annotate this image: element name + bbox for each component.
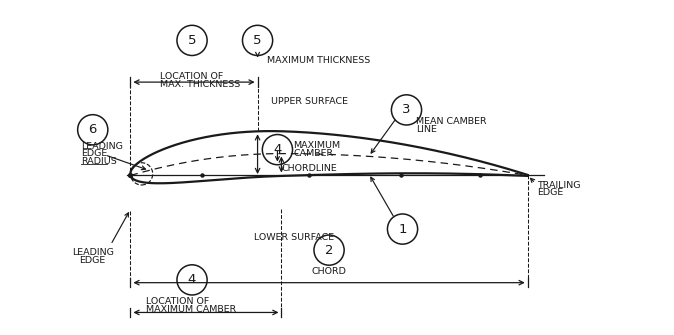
Text: EDGE: EDGE bbox=[81, 149, 107, 158]
Text: 5: 5 bbox=[253, 34, 262, 47]
Text: 4: 4 bbox=[188, 273, 196, 286]
Text: MAX. THICKNESS: MAX. THICKNESS bbox=[160, 80, 241, 89]
Text: CHORDLINE: CHORDLINE bbox=[282, 164, 337, 173]
Text: MAXIMUM CAMBER: MAXIMUM CAMBER bbox=[146, 305, 237, 314]
Text: LOCATION OF: LOCATION OF bbox=[146, 297, 210, 306]
Text: MAXIMUM: MAXIMUM bbox=[293, 141, 340, 150]
Text: EDGE: EDGE bbox=[538, 188, 564, 197]
Text: 6: 6 bbox=[88, 123, 97, 136]
Text: MAXIMUM THICKNESS: MAXIMUM THICKNESS bbox=[268, 56, 371, 65]
Text: MEAN CAMBER: MEAN CAMBER bbox=[417, 117, 487, 126]
Text: 3: 3 bbox=[402, 104, 410, 116]
Text: 2: 2 bbox=[325, 244, 334, 257]
Text: LEADING: LEADING bbox=[81, 142, 123, 151]
Text: UPPER SURFACE: UPPER SURFACE bbox=[272, 97, 348, 107]
Text: LINE: LINE bbox=[417, 125, 437, 134]
Text: RADIUS: RADIUS bbox=[81, 157, 117, 165]
Text: LOCATION OF: LOCATION OF bbox=[160, 72, 224, 81]
Text: LOWER SURFACE: LOWER SURFACE bbox=[253, 232, 334, 242]
Text: CHORD: CHORD bbox=[311, 267, 346, 276]
Text: 5: 5 bbox=[188, 34, 196, 47]
Text: CAMBER: CAMBER bbox=[293, 149, 334, 158]
Text: LEADING: LEADING bbox=[72, 248, 114, 257]
Text: 1: 1 bbox=[398, 222, 407, 236]
Text: 4: 4 bbox=[273, 143, 282, 156]
Text: TRAILING: TRAILING bbox=[538, 181, 581, 190]
Text: EDGE: EDGE bbox=[80, 256, 106, 265]
